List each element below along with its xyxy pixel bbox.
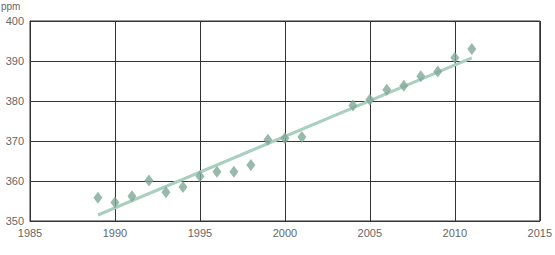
svg-text:390: 390 — [6, 55, 24, 67]
svg-text:400: 400 — [6, 15, 24, 27]
svg-text:2005: 2005 — [358, 227, 382, 239]
svg-text:2015: 2015 — [528, 227, 552, 239]
svg-text:2000: 2000 — [273, 227, 297, 239]
svg-text:1995: 1995 — [188, 227, 212, 239]
svg-text:1990: 1990 — [103, 227, 127, 239]
svg-text:370: 370 — [6, 135, 24, 147]
svg-text:2010: 2010 — [443, 227, 467, 239]
svg-text:1985: 1985 — [18, 227, 42, 239]
svg-text:360: 360 — [6, 175, 24, 187]
svg-text:380: 380 — [6, 95, 24, 107]
svg-text:350: 350 — [6, 215, 24, 227]
svg-text:ppm: ppm — [1, 1, 20, 12]
